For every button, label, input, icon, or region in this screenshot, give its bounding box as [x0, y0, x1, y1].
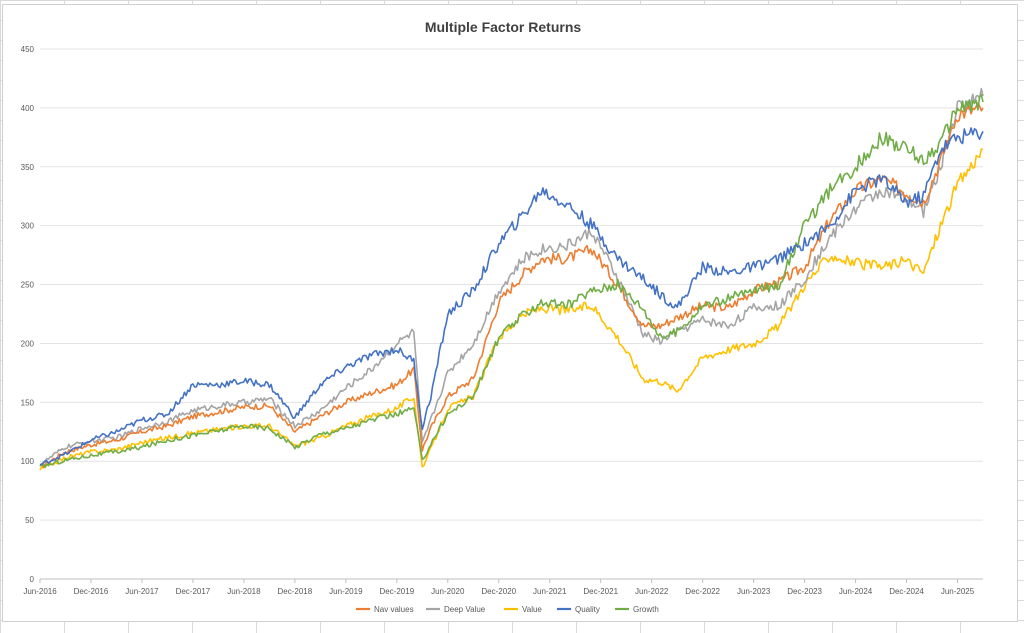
legend: Nav values Deep Value Value Quality Growth — [356, 605, 659, 614]
y-tick-label: 450 — [21, 45, 35, 54]
series-line-growth — [39, 94, 984, 469]
x-tick-label: Dec-2021 — [583, 587, 618, 596]
x-tick-label: Jun-2018 — [227, 587, 261, 596]
x-tick-label: Dec-2017 — [176, 587, 211, 596]
y-axis-ticks: 0 50 100 150 200 250 300 350 400 450 — [21, 45, 35, 584]
x-tick-label: Jun-2021 — [533, 587, 567, 596]
legend-label: Quality — [575, 605, 600, 614]
x-tick-label: Jun-2022 — [635, 587, 669, 596]
series-line-nav-values — [39, 102, 984, 468]
y-tick-label: 250 — [21, 281, 35, 290]
x-tick-label: Jun-2020 — [431, 587, 465, 596]
series-line-deep-value — [39, 87, 984, 467]
x-tick-label: Dec-2019 — [379, 587, 414, 596]
x-axis-ticks: Jun-2016 Dec-2016 Jun-2017 Dec-2017 Jun-2018… — [23, 579, 975, 596]
x-tick-label: Dec-2022 — [685, 587, 720, 596]
x-tick-label: Dec-2023 — [787, 587, 822, 596]
x-tick-label: Jun-2016 — [23, 587, 57, 596]
x-tick-label: Jun-2017 — [125, 587, 159, 596]
y-tick-label: 50 — [25, 516, 34, 525]
x-tick-label: Jun-2025 — [941, 587, 975, 596]
gridlines — [40, 48, 983, 580]
x-tick-label: Jun-2024 — [839, 587, 873, 596]
y-tick-label: 300 — [21, 222, 35, 231]
series-line-quality — [39, 127, 984, 466]
x-tick-label: Dec-2020 — [481, 587, 516, 596]
legend-label: Growth — [633, 605, 659, 614]
legend-label: Value — [522, 605, 542, 614]
chart-area[interactable] — [2, 4, 1018, 622]
x-tick-label: Dec-2016 — [74, 587, 109, 596]
y-tick-label: 200 — [21, 339, 35, 348]
x-tick-label: Jun-2023 — [737, 587, 771, 596]
x-tick-label: Jun-2019 — [329, 587, 363, 596]
y-tick-label: 100 — [21, 457, 35, 466]
chart-title: Multiple Factor Returns — [425, 19, 582, 35]
y-tick-label: 350 — [21, 163, 35, 172]
series-line-value — [39, 148, 984, 471]
x-tick-label: Dec-2018 — [278, 587, 313, 596]
x-tick-label: Dec-2024 — [889, 587, 924, 596]
y-tick-label: 0 — [30, 575, 35, 584]
legend-label: Deep Value — [444, 605, 486, 614]
y-tick-label: 150 — [21, 398, 35, 407]
y-tick-label: 400 — [21, 104, 35, 113]
legend-label: Nav values — [374, 605, 414, 614]
series-lines — [39, 87, 984, 471]
